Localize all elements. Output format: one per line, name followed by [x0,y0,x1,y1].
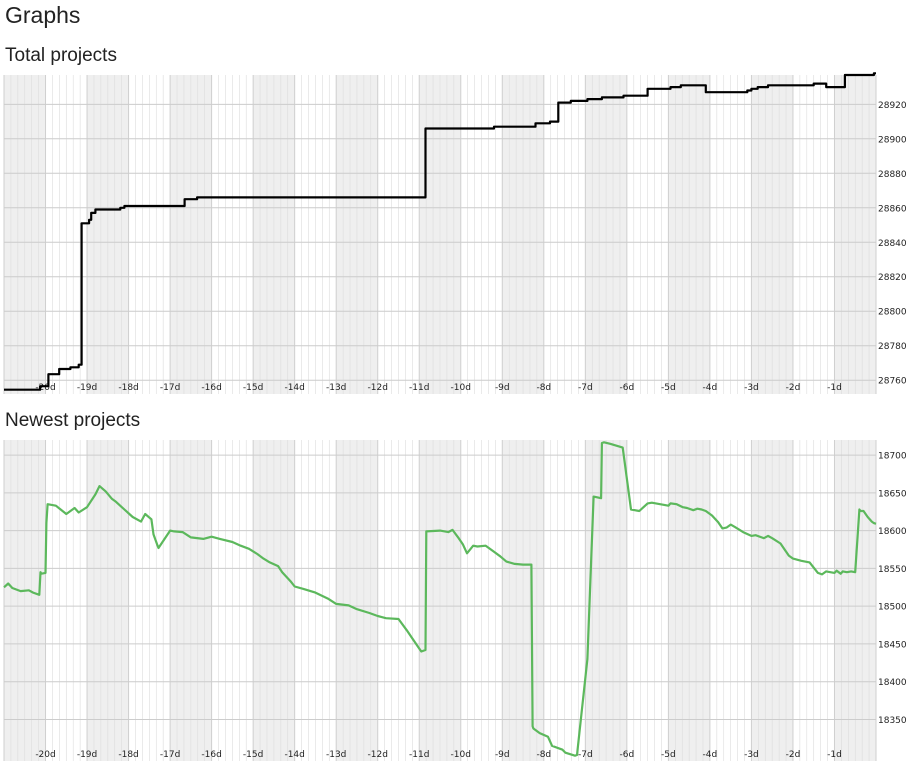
newest-projects-minor-gridlines [10,440,870,761]
newest-projects-x-tick-label: -20d [35,750,55,760]
newest-projects-y-tick-label: 18400 [878,678,907,688]
newest-projects-x-tick-label: -1d [827,750,842,760]
total-projects-y-tick-label: 28860 [878,204,907,214]
newest-projects-x-tick-label: -6d [620,750,635,760]
newest-projects-x-tick-label: -13d [326,750,346,760]
total-projects-x-tick-label: -8d [536,383,551,393]
chart-title-total-projects: Total projects [5,45,117,66]
newest-projects-x-tick-label: -12d [368,750,388,760]
total-projects-x-tick-label: -9d [495,383,510,393]
newest-projects-y-tick-label: 18550 [878,565,907,575]
total-projects-x-tick-label: -20d [35,383,55,393]
total-projects-x-tick-label: -11d [409,383,429,393]
total-projects-x-tick-label: -4d [703,383,718,393]
newest-projects-y-tick-label: 18700 [878,452,907,462]
total-projects-x-tick-label: -1d [827,383,842,393]
total-projects-x-tick-label: -19d [77,383,97,393]
total-projects-x-tick-label: -5d [661,383,676,393]
total-projects-x-tick-label: -6d [620,383,635,393]
total-projects-y-tick-label: 28880 [878,170,907,180]
newest-projects-x-tick-label: -16d [201,750,221,760]
total-projects-x-tick-label: -3d [744,383,759,393]
newest-projects-x-tick-label: -9d [495,750,510,760]
newest-projects-y-tick-label: 18500 [878,603,907,613]
total-projects-minor-gridlines [10,75,870,394]
newest-projects-x-tick-label: -18d [118,750,138,760]
total-projects-x-tick-label: -12d [368,383,388,393]
newest-projects-x-tick-label: -2d [786,750,801,760]
total-projects-chart: 28760 28780 28800 28820 28840 28860 28880 28900… [3,72,907,394]
newest-projects-y-tick-label: 18650 [878,489,907,499]
newest-projects-x-tick-label: -5d [661,750,676,760]
total-projects-y-tick-label: 28800 [878,308,907,318]
total-projects-x-tick-label: -17d [160,383,180,393]
total-projects-x-tick-label: -10d [451,383,471,393]
total-projects-y-tick-label: 28920 [878,101,907,111]
total-projects-x-tick-label: -2d [786,383,801,393]
newest-projects-x-tick-label: -10d [451,750,471,760]
total-projects-x-tick-label: -7d [578,383,593,393]
newest-projects-x-tick-label: -8d [536,750,551,760]
newest-projects-x-tick-label: -17d [160,750,180,760]
total-projects-y-tick-label: 28840 [878,239,907,249]
newest-projects-x-tick-label: -7d [578,750,593,760]
total-projects-y-tick-label: 28820 [878,273,907,283]
newest-projects-x-tick-label: -11d [409,750,429,760]
page-title: Graphs [5,2,81,28]
total-projects-x-tick-label: -14d [284,383,304,393]
total-projects-x-tick-label: -16d [201,383,221,393]
newest-projects-x-tick-label: -14d [284,750,304,760]
total-projects-x-tick-label: -15d [243,383,263,393]
total-projects-x-tick-label: -18d [118,383,138,393]
newest-projects-x-tick-label: -4d [703,750,718,760]
total-projects-x-tick-label: -13d [326,383,346,393]
chart-title-newest-projects: Newest projects [5,410,141,431]
newest-projects-y-tick-label: 18450 [878,640,907,650]
newest-projects-x-tick-label: -15d [243,750,263,760]
newest-projects-chart: 18350 18400 18450 18500 18550 18600 18650 18700… [3,440,907,761]
total-projects-y-tick-label: 28780 [878,342,907,352]
total-projects-y-tick-label: 28760 [878,377,907,387]
newest-projects-y-tick-label: 18350 [878,716,907,726]
newest-projects-y-tick-label: 18600 [878,527,907,537]
newest-projects-x-tick-label: -19d [77,750,97,760]
total-projects-y-tick-label: 28900 [878,135,907,145]
newest-projects-x-tick-label: -3d [744,750,759,760]
newest-projects-series-line [3,441,877,757]
total-projects-series-line [4,72,876,391]
